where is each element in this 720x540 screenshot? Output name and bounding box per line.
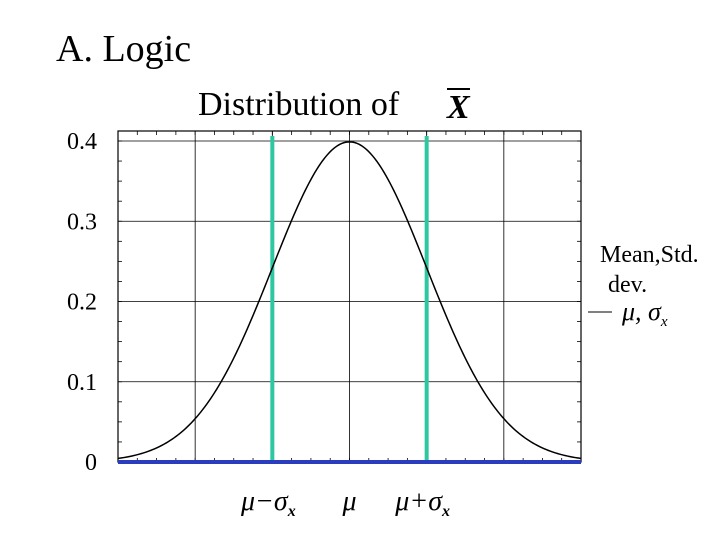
annotation-note: Mean,Std. dev. xyxy=(600,240,699,300)
y-tick-label: 0.2 xyxy=(67,290,97,316)
x-marker-label-main: μ xyxy=(341,486,356,517)
x-marker-label-main: μ+σ xyxy=(394,486,443,517)
note-symbol-sub: x xyxy=(660,314,668,331)
note-symbol-text: μ, σ xyxy=(622,297,661,326)
x-marker-labels: μ−σx μ μ+σx xyxy=(240,486,450,520)
chart-title: Distribution of xyxy=(198,86,400,123)
y-tick-label: 0.1 xyxy=(67,370,97,396)
note-symbol: μ, σx xyxy=(622,297,668,331)
y-tick-label: 0.4 xyxy=(67,129,97,155)
chart-title-symbol: X xyxy=(447,88,470,126)
chart-minor-ticks xyxy=(117,131,582,463)
x-marker-label: μ xyxy=(341,486,356,517)
chart-grid xyxy=(118,131,581,463)
slide-heading: A. Logic xyxy=(56,28,192,70)
note-line-1: Mean,Std. xyxy=(600,242,699,268)
note-line-2: dev. xyxy=(608,272,648,298)
x-marker-label-main: μ−σ xyxy=(240,486,289,517)
x-marker-label-sub: x xyxy=(287,503,296,520)
y-tick-label: 0.3 xyxy=(67,209,97,235)
marker-lines xyxy=(270,136,429,462)
x-marker-label: μ+σx xyxy=(394,486,450,520)
series-line-density xyxy=(117,141,582,460)
y-tick-label: 0 xyxy=(85,450,97,476)
x-marker-label: μ−σx xyxy=(240,486,296,520)
x-marker-label-sub: x xyxy=(441,503,450,520)
y-tick-labels: 0 0.1 0.2 0.3 0.4 xyxy=(67,129,97,476)
